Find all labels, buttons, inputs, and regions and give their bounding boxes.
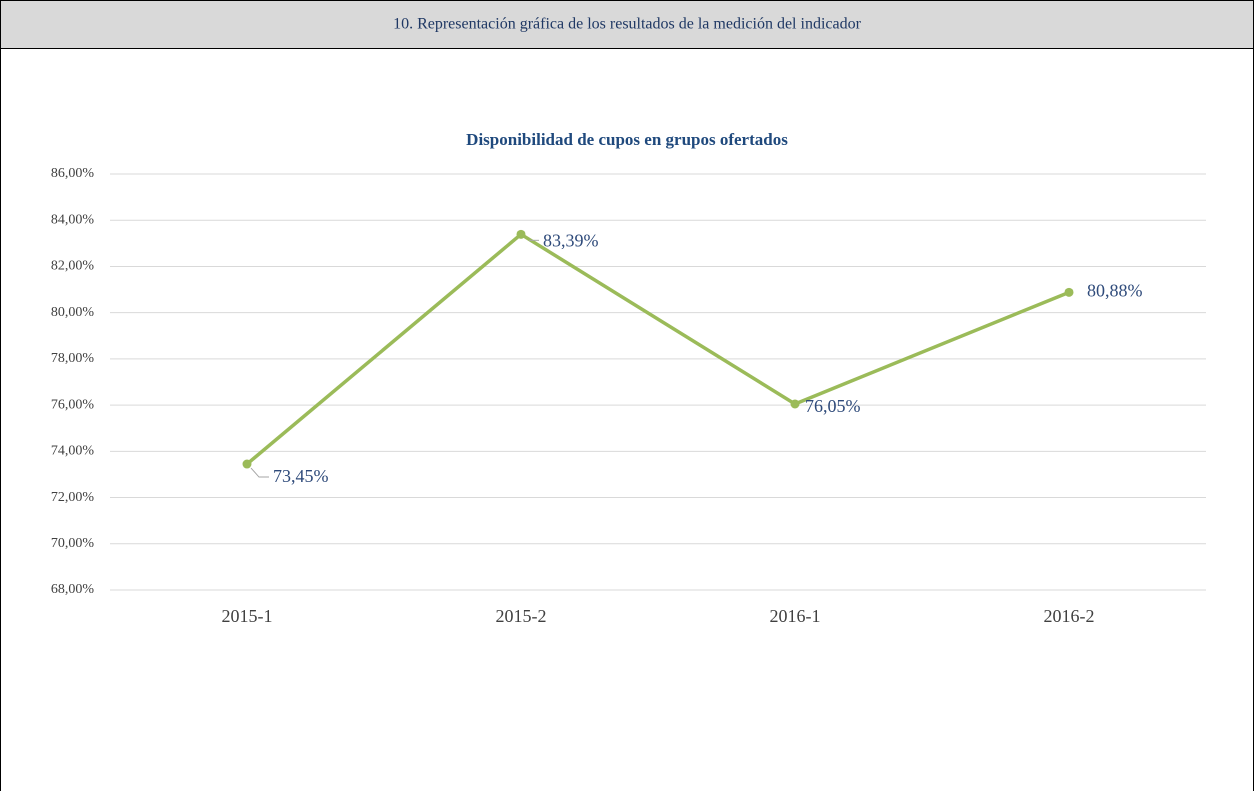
y-tick-label: 82,00% [51,259,95,274]
x-tick-label: 2015-2 [496,606,547,626]
header-band [0,0,1254,49]
y-tick-label: 84,00% [51,212,95,227]
y-tick-label: 80,00% [51,305,95,320]
data-point [1064,287,1074,297]
data-label: 80,88% [1087,280,1143,300]
data-point [242,459,252,469]
y-tick-label: 86,00% [51,166,95,181]
data-label: 76,05% [805,396,861,416]
data-label: 83,39% [543,230,599,250]
y-tick-label: 74,00% [51,444,95,459]
y-tick-label: 72,00% [51,490,95,505]
header-title: 10. Representación gráfica de los result… [393,16,862,33]
chart-title: Disponibilidad de cupos en grupos oferta… [466,130,788,149]
x-tick-label: 2016-1 [770,606,821,626]
leader-line [250,467,269,478]
data-line [245,232,1070,466]
x-tick-label: 2016-2 [1044,606,1095,626]
data-point [790,399,800,409]
y-tick-label: 78,00% [51,351,95,366]
y-tick-label: 68,00% [51,582,95,597]
x-tick-label: 2015-1 [222,606,273,626]
data-label: 73,45% [273,466,329,486]
y-tick-label: 76,00% [51,397,95,412]
data-point [516,229,526,239]
y-tick-label: 70,00% [51,536,95,551]
